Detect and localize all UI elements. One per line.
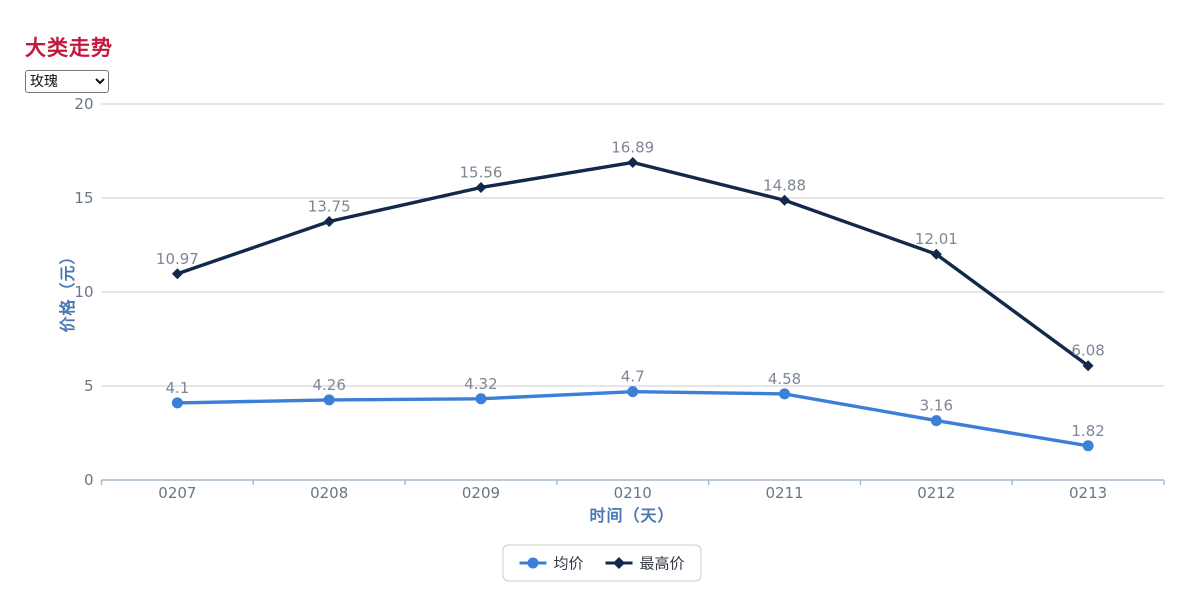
avg-line-circle-icon [519, 557, 547, 569]
data-point-0-3[interactable] [627, 386, 639, 398]
data-point-1-6[interactable] [1082, 360, 1094, 372]
data-label: 12.01 [915, 230, 958, 248]
data-point-0-1[interactable] [323, 394, 335, 406]
x-tick-label: 0210 [614, 484, 652, 502]
x-tick-label: 0208 [310, 484, 348, 502]
y-axis-title: 价格（元） [58, 247, 77, 333]
legend-item-avg[interactable]: 均价 [519, 553, 584, 574]
series-line-1 [175, 160, 1090, 368]
data-label: 1.82 [1071, 422, 1104, 440]
data-point-0-2[interactable] [475, 393, 487, 405]
legend-label: 最高价 [639, 554, 685, 573]
max-line-diamond-icon [605, 557, 633, 569]
data-label: 13.75 [308, 198, 351, 216]
data-label: 16.89 [611, 138, 654, 156]
y-tick-label: 5 [84, 377, 94, 395]
data-point-1-3[interactable] [627, 156, 639, 168]
data-point-0-6[interactable] [1082, 440, 1094, 452]
page-title: 大类走势 [25, 36, 113, 61]
data-label: 4.26 [312, 376, 345, 394]
data-label: 4.1 [165, 379, 189, 397]
x-axis-title: 时间（天） [589, 506, 675, 525]
data-point-0-0[interactable] [171, 397, 183, 409]
data-label: 4.32 [464, 375, 497, 393]
data-label: 6.08 [1071, 342, 1104, 360]
data-point-1-2[interactable] [475, 181, 487, 193]
legend-item-max[interactable]: 最高价 [605, 553, 685, 574]
data-label: 3.16 [920, 397, 953, 415]
category-select[interactable]: 玫瑰 [25, 70, 109, 93]
y-tick-label: 10 [74, 283, 93, 301]
data-label: 14.88 [763, 176, 806, 194]
legend-label: 均价 [553, 554, 584, 573]
chart-legend: 均价 最高价 [502, 544, 702, 582]
x-tick-label: 0213 [1069, 484, 1107, 502]
data-label: 10.97 [156, 250, 199, 268]
data-label: 4.58 [768, 370, 801, 388]
y-tick-label: 0 [84, 471, 94, 489]
x-tick-label: 0207 [158, 484, 196, 502]
x-tick-label: 0212 [917, 484, 955, 502]
x-tick-label: 0211 [765, 484, 803, 502]
data-point-1-4[interactable] [779, 194, 791, 206]
data-point-1-1[interactable] [323, 216, 335, 227]
data-point-0-5[interactable] [930, 415, 942, 427]
y-tick-label: 15 [74, 189, 93, 207]
data-point-1-0[interactable] [171, 268, 183, 280]
x-tick-label: 0209 [462, 484, 500, 502]
data-point-0-4[interactable] [779, 388, 791, 400]
data-label: 15.56 [459, 163, 502, 181]
y-tick-label: 20 [74, 95, 93, 113]
data-point-1-5[interactable] [930, 248, 942, 260]
data-label: 4.7 [621, 368, 645, 386]
